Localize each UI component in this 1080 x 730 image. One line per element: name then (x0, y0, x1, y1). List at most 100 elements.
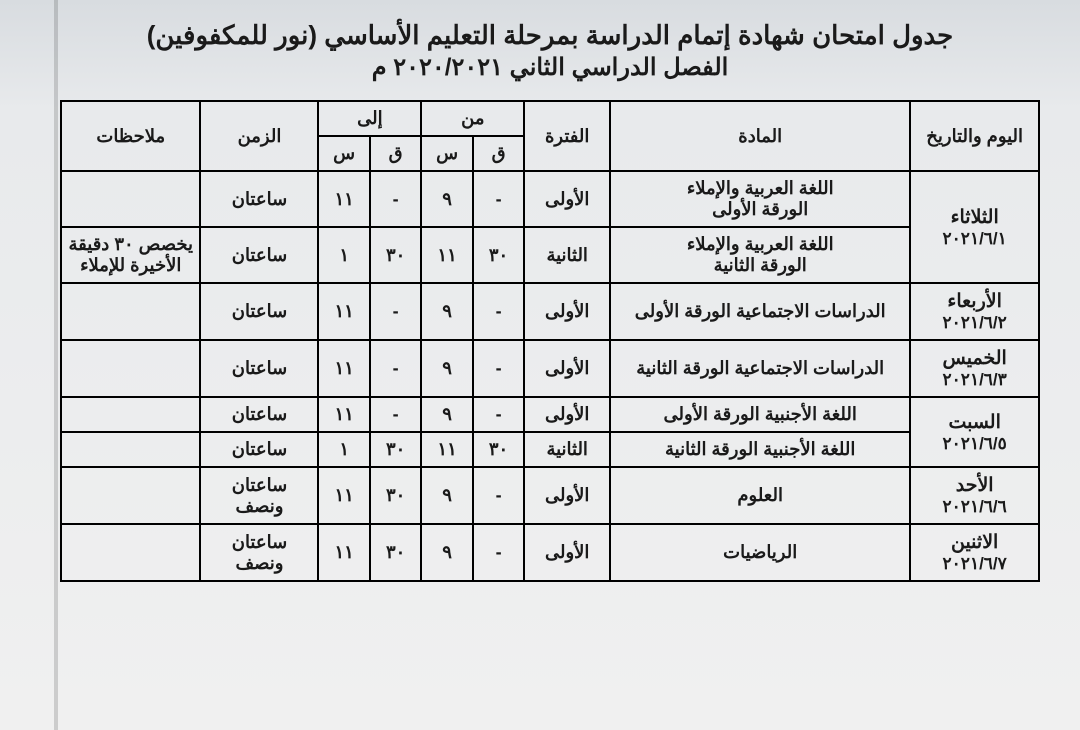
cell-to-s: ١١ (318, 397, 369, 432)
cell-from-q: - (473, 283, 524, 340)
table-row: الأربعاء٢٠٢١/٦/٢الدراسات الاجتماعية الور… (61, 283, 1039, 340)
col-header-to-s: س (318, 136, 369, 171)
cell-period: الثانية (524, 432, 610, 467)
cell-duration: ساعتان (200, 397, 318, 432)
cell-to-q: ٣٠ (370, 227, 421, 283)
cell-subject: الرياضيات (610, 524, 910, 581)
col-header-to: إلى (318, 101, 421, 136)
cell-subject: اللغة الأجنبية الورقة الثانية (610, 432, 910, 467)
cell-to-s: ١ (318, 227, 369, 283)
cell-period: الأولى (524, 171, 610, 227)
date-label: ٢٠٢١/٦/٥ (915, 434, 1034, 454)
cell-period: الأولى (524, 524, 610, 581)
cell-notes (61, 524, 200, 581)
col-header-from-q: ق (473, 136, 524, 171)
cell-duration: ساعتان (200, 283, 318, 340)
cell-to-q: - (370, 340, 421, 397)
cell-to-s: ١١ (318, 467, 369, 524)
cell-period: الأولى (524, 467, 610, 524)
date-label: ٢٠٢١/٦/٧ (915, 554, 1034, 574)
cell-duration: ساعتان (200, 171, 318, 227)
table-row: الخميس٢٠٢١/٦/٣الدراسات الاجتماعية الورقة… (61, 340, 1039, 397)
cell-to-q: ٣٠ (370, 524, 421, 581)
table-row: اللغة الأجنبية الورقة الثانيةالثانية٣٠١١… (61, 432, 1039, 467)
col-header-duration: الزمن (200, 101, 318, 171)
cell-from-s: ١١ (421, 227, 472, 283)
cell-from-s: ٩ (421, 397, 472, 432)
cell-date: السبت٢٠٢١/٦/٥ (910, 397, 1039, 467)
cell-period: الأولى (524, 283, 610, 340)
day-label: الأحد (915, 474, 1034, 497)
cell-from-s: ٩ (421, 283, 472, 340)
cell-period: الثانية (524, 227, 610, 283)
cell-date: الاثنين٢٠٢١/٦/٧ (910, 524, 1039, 581)
cell-to-s: ١ (318, 432, 369, 467)
date-label: ٢٠٢١/٦/٢ (915, 313, 1034, 333)
title-block: جدول امتحان شهادة إتمام الدراسة بمرحلة ا… (60, 20, 1040, 82)
cell-to-q: - (370, 283, 421, 340)
cell-notes (61, 171, 200, 227)
date-label: ٢٠٢١/٦/٦ (915, 497, 1034, 517)
cell-to-q: - (370, 171, 421, 227)
title-line-1: جدول امتحان شهادة إتمام الدراسة بمرحلة ا… (80, 20, 1020, 51)
table-head: اليوم والتاريخ المادة الفترة من إلى الزم… (61, 101, 1039, 171)
cell-from-s: ١١ (421, 432, 472, 467)
table-row: الاثنين٢٠٢١/٦/٧الرياضياتالأولى-٩٣٠١١ساعت… (61, 524, 1039, 581)
cell-from-s: ٩ (421, 171, 472, 227)
cell-from-q: ٣٠ (473, 432, 524, 467)
cell-subject: اللغة العربية والإملاءالورقة الأولى (610, 171, 910, 227)
day-label: السبت (915, 411, 1034, 434)
cell-subject: الدراسات الاجتماعية الورقة الأولى (610, 283, 910, 340)
cell-to-q: - (370, 397, 421, 432)
cell-period: الأولى (524, 340, 610, 397)
col-header-date: اليوم والتاريخ (910, 101, 1039, 171)
cell-notes (61, 340, 200, 397)
cell-notes (61, 283, 200, 340)
cell-from-s: ٩ (421, 340, 472, 397)
day-label: الثلاثاء (915, 206, 1034, 229)
table-row: اللغة العربية والإملاءالورقة الثانيةالثا… (61, 227, 1039, 283)
cell-duration: ساعتان ونصف (200, 524, 318, 581)
cell-date: الأحد٢٠٢١/٦/٦ (910, 467, 1039, 524)
date-label: ٢٠٢١/٦/٣ (915, 370, 1034, 390)
cell-from-s: ٩ (421, 467, 472, 524)
cell-notes (61, 397, 200, 432)
col-header-from: من (421, 101, 524, 136)
cell-duration: ساعتان ونصف (200, 467, 318, 524)
cell-subject: اللغة الأجنبية الورقة الأولى (610, 397, 910, 432)
cell-from-q: ٣٠ (473, 227, 524, 283)
cell-notes (61, 432, 200, 467)
title-line-2: الفصل الدراسي الثاني ٢٠٢٠/٢٠٢١ م (80, 53, 1020, 82)
cell-from-q: - (473, 397, 524, 432)
cell-duration: ساعتان (200, 340, 318, 397)
cell-duration: ساعتان (200, 227, 318, 283)
cell-date: الثلاثاء٢٠٢١/٦/١ (910, 171, 1039, 283)
cell-to-q: ٣٠ (370, 467, 421, 524)
cell-from-q: - (473, 171, 524, 227)
cell-to-s: ١١ (318, 524, 369, 581)
cell-from-q: - (473, 467, 524, 524)
col-header-subject: المادة (610, 101, 910, 171)
cell-to-s: ١١ (318, 340, 369, 397)
cell-date: الخميس٢٠٢١/٦/٣ (910, 340, 1039, 397)
table-body: الثلاثاء٢٠٢١/٦/١اللغة العربية والإملاءال… (61, 171, 1039, 581)
table-row: السبت٢٠٢١/٦/٥اللغة الأجنبية الورقة الأول… (61, 397, 1039, 432)
schedule-table: اليوم والتاريخ المادة الفترة من إلى الزم… (60, 100, 1040, 582)
cell-subject: الدراسات الاجتماعية الورقة الثانية (610, 340, 910, 397)
cell-from-q: - (473, 340, 524, 397)
cell-duration: ساعتان (200, 432, 318, 467)
table-row: الأحد٢٠٢١/٦/٦العلومالأولى-٩٣٠١١ساعتان ون… (61, 467, 1039, 524)
cell-period: الأولى (524, 397, 610, 432)
col-header-period: الفترة (524, 101, 610, 171)
cell-from-q: - (473, 524, 524, 581)
day-label: الاثنين (915, 531, 1034, 554)
cell-date: الأربعاء٢٠٢١/٦/٢ (910, 283, 1039, 340)
cell-to-s: ١١ (318, 171, 369, 227)
col-header-from-s: س (421, 136, 472, 171)
day-label: الأربعاء (915, 290, 1034, 313)
cell-to-s: ١١ (318, 283, 369, 340)
day-label: الخميس (915, 347, 1034, 370)
header-row-1: اليوم والتاريخ المادة الفترة من إلى الزم… (61, 101, 1039, 136)
date-label: ٢٠٢١/٦/١ (915, 229, 1034, 249)
cell-subject: اللغة العربية والإملاءالورقة الثانية (610, 227, 910, 283)
